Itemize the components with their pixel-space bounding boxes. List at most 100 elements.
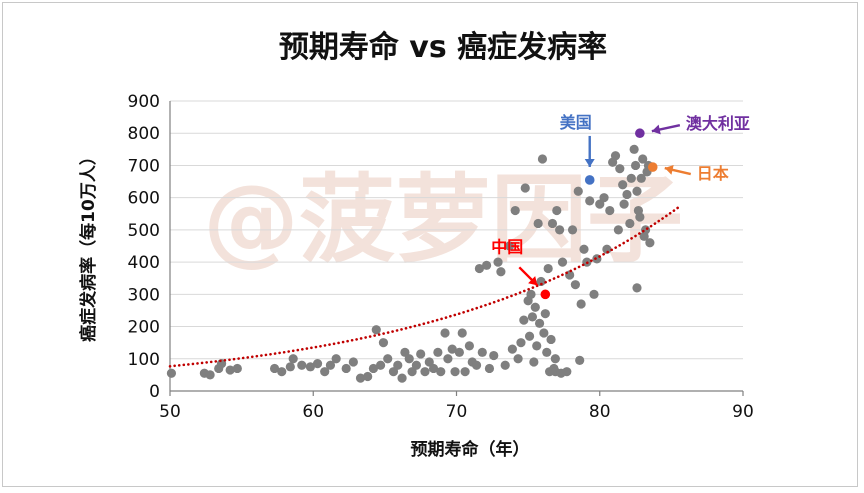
data-point [555, 225, 565, 235]
data-point [520, 183, 530, 193]
data-point [378, 338, 389, 348]
data-point [225, 365, 235, 375]
data-point [305, 362, 315, 372]
data-point [368, 363, 379, 374]
data-point [388, 367, 399, 377]
x-axis-title: 预期寿命（年） [411, 439, 530, 460]
australia-arrow-head [651, 124, 661, 135]
australia-label: 澳大利亚 [686, 114, 750, 133]
data-point [524, 331, 535, 341]
data-point [397, 373, 407, 383]
data-point [602, 244, 612, 254]
data-point [325, 360, 336, 370]
y-tick-label: 600 [128, 189, 160, 209]
data-point [516, 338, 526, 348]
data-point [540, 309, 550, 319]
data-point [348, 357, 358, 367]
data-point [420, 367, 430, 377]
data-point [622, 189, 632, 200]
japan-arrow-head [664, 164, 674, 175]
data-point [567, 225, 578, 235]
data-point [489, 350, 499, 361]
data-point [635, 212, 645, 222]
data-point [556, 368, 566, 378]
data-point [464, 341, 474, 351]
data-point [375, 360, 386, 370]
data-point [312, 359, 323, 369]
china-label: 中国 [491, 237, 523, 256]
us-label: 美国 [560, 113, 592, 132]
data-point [484, 363, 495, 374]
data-point [285, 362, 295, 372]
data-point [519, 315, 529, 325]
data-point [529, 357, 539, 367]
data-point [477, 347, 487, 357]
data-point [510, 205, 520, 216]
trendline [168, 206, 680, 368]
data-point [297, 360, 307, 370]
data-point [579, 244, 589, 254]
data-point [424, 357, 434, 367]
data-point [232, 363, 242, 374]
data-point [534, 318, 545, 328]
data-point [493, 257, 503, 267]
x-tick-label: 50 [159, 402, 181, 422]
data-point [599, 193, 609, 203]
data-point [481, 260, 492, 270]
japan-point [647, 162, 658, 172]
x-tick-label: 80 [589, 402, 611, 422]
data-points [166, 144, 655, 383]
data-point [383, 354, 393, 364]
data-point [613, 225, 623, 235]
data-point [530, 302, 540, 312]
us-arrow-head [584, 158, 595, 167]
data-point [416, 349, 426, 359]
data-point [557, 257, 568, 267]
data-point [454, 347, 464, 357]
data-point [341, 363, 351, 374]
data-point [471, 360, 482, 370]
y-tick-label: 700 [128, 156, 160, 176]
china-arrow-head [528, 276, 538, 286]
data-point [474, 263, 485, 274]
data-point [532, 341, 542, 351]
data-point [615, 164, 625, 174]
chart-title: 预期寿命 vs 癌症发病率 [279, 30, 607, 65]
data-point [443, 354, 453, 364]
data-point [550, 354, 560, 364]
y-tick-label: 400 [128, 253, 160, 273]
data-point [645, 238, 655, 248]
x-tick-label: 70 [446, 402, 468, 422]
data-point [447, 344, 457, 354]
data-point [595, 199, 605, 209]
japan-label: 日本 [697, 164, 729, 183]
data-point [355, 373, 366, 383]
data-point [526, 289, 536, 299]
tick-labels: 0 100 200 300 400 500 600 700 800 900 50 60 70 80 90 [128, 92, 754, 422]
data-point [573, 186, 583, 196]
data-point [638, 154, 648, 164]
data-point [407, 367, 417, 377]
data-point [618, 180, 628, 190]
data-point [371, 325, 381, 335]
y-tick-label: 800 [128, 124, 160, 144]
data-point [536, 276, 546, 287]
data-point [640, 225, 651, 235]
data-point [393, 360, 403, 370]
data-point [632, 186, 642, 196]
data-point [500, 360, 510, 370]
data-point [533, 218, 543, 229]
data-point [632, 283, 642, 293]
data-point [433, 347, 443, 357]
data-point [542, 347, 552, 357]
data-point [570, 280, 580, 290]
data-point [543, 263, 553, 274]
y-tick-label: 900 [128, 92, 160, 112]
data-point [440, 328, 450, 338]
data-point [363, 371, 373, 382]
y-tick-label: 500 [128, 221, 160, 241]
watermark-text: @菠萝因子 [203, 164, 683, 276]
chart-frame: @菠萝因子 0 100 200 300 400 500 600 700 800 900 50 60 70… [2, 2, 858, 487]
data-point [547, 218, 558, 229]
